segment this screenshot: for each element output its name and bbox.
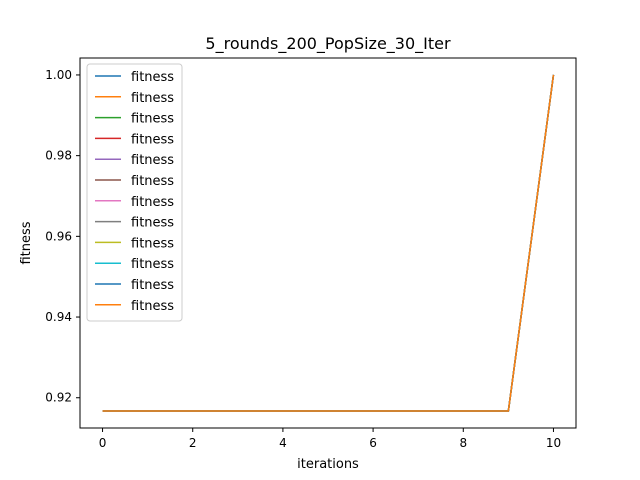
legend-label: fitness — [131, 236, 174, 251]
y-axis-ticks: 0.92 0.94 0.96 0.98 1.00 — [45, 68, 80, 405]
legend-box — [86, 63, 183, 322]
y-tick-label: 0.96 — [45, 229, 72, 243]
plot-area — [79, 57, 577, 429]
y-tick-label: 1.00 — [45, 68, 72, 82]
legend-entries: fitness fitness fitness fitness fitness fitne… — [95, 70, 174, 314]
legend-label: fitness — [131, 153, 174, 168]
x-tick-label: 4 — [279, 436, 287, 450]
x-axis-label: iterations — [297, 457, 359, 472]
x-tick-label: 8 — [459, 436, 467, 450]
series-line-12 — [102, 74, 555, 412]
y-tick-label: 0.98 — [45, 149, 72, 163]
legend: fitness fitness fitness fitness fitness fitne… — [86, 63, 183, 322]
x-tick-label: 6 — [369, 436, 377, 450]
legend-label: fitness — [131, 174, 174, 189]
x-tick-label: 2 — [189, 436, 197, 450]
legend-label: fitness — [131, 112, 174, 127]
legend-label: fitness — [131, 70, 174, 85]
chart-title: 5_rounds_200_PopSize_30_Iter — [205, 34, 451, 54]
legend-label: fitness — [131, 216, 174, 231]
axes-frame — [79, 57, 577, 429]
legend-label: fitness — [131, 278, 174, 293]
x-tick-label: 10 — [546, 436, 561, 450]
y-tick-label: 0.94 — [45, 310, 72, 324]
x-tick-label: 0 — [99, 436, 107, 450]
x-axis-ticks: 0 2 4 6 8 10 — [99, 428, 561, 450]
legend-label: fitness — [131, 195, 174, 210]
legend-label: fitness — [131, 91, 174, 106]
legend-label: fitness — [131, 257, 174, 272]
series-layer — [102, 74, 555, 412]
legend-label: fitness — [131, 132, 174, 147]
legend-label: fitness — [131, 299, 174, 314]
y-axis-label: fitness — [19, 221, 34, 264]
y-tick-label: 0.92 — [45, 391, 72, 405]
